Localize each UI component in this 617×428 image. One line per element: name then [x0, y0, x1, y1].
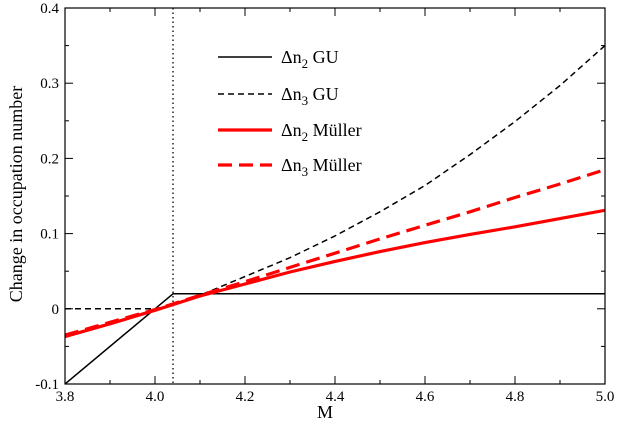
x-tick-label: 4.0 [146, 389, 165, 405]
y-tick-label: -0.1 [35, 377, 59, 393]
series-line-2 [65, 45, 605, 310]
legend-label-3: Δn2 Müller [281, 120, 362, 144]
y-tick-label: 0 [52, 302, 60, 318]
axes: 3.8 4.0 4.2 4.4 4.6 4.8 5.0 -0.1 0 0.1 0.2 0.3 0.4 [35, 1, 614, 405]
plot-area [65, 8, 605, 384]
legend-label-2: Δn3 GU [281, 84, 339, 108]
x-tick-label: 4.6 [416, 389, 435, 405]
x-axis-title: M [317, 402, 333, 422]
y-tick-label: 0.3 [40, 76, 59, 92]
x-tick-label: 4.8 [506, 389, 525, 405]
y-tick-label: 0.4 [40, 1, 59, 17]
legend-label-4: Δn3 Müller [281, 155, 362, 179]
x-tick-label: 5.0 [596, 389, 615, 405]
y-tick-label: 0.2 [40, 151, 59, 167]
x-tick-label: 4.2 [236, 389, 255, 405]
series-line-4 [65, 168, 605, 337]
series-line-3 [65, 208, 605, 339]
y-tick-label: 0.1 [40, 227, 59, 243]
legend-label-1: Δn2 GU [281, 47, 339, 71]
y-axis-title: Change in occupation number [6, 86, 26, 302]
series-line-1 [65, 293, 605, 384]
legend: Δn2 GU Δn3 GU Δn2 Müller Δn3 Müller [218, 47, 362, 179]
x-tick-label: 4.4 [326, 389, 345, 405]
x-tick-label: 3.8 [56, 389, 75, 405]
